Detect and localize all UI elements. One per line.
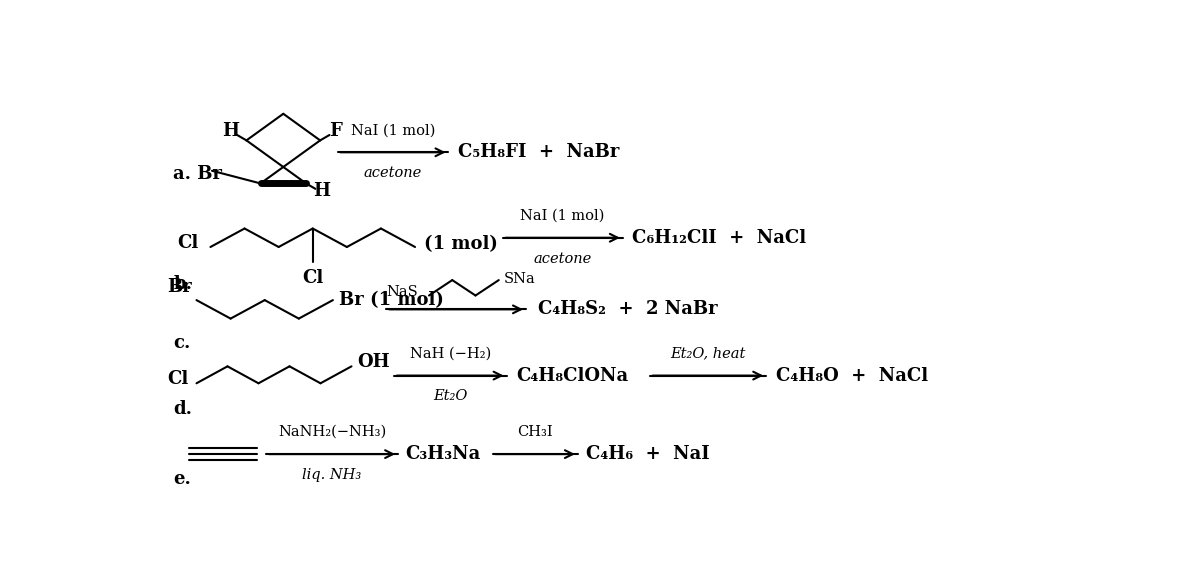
Text: C₄H₈O  +  NaCl: C₄H₈O + NaCl <box>776 366 929 385</box>
Text: C₅H₈FI  +  NaBr: C₅H₈FI + NaBr <box>458 143 620 161</box>
Text: H: H <box>222 122 240 140</box>
Text: Et₂O, heat: Et₂O, heat <box>671 347 745 361</box>
Text: C₄H₆  +  NaI: C₄H₆ + NaI <box>586 445 709 463</box>
Text: NaI (1 mol): NaI (1 mol) <box>350 123 436 137</box>
Text: a. Br: a. Br <box>173 165 222 183</box>
Text: F: F <box>329 122 342 140</box>
Text: acetone: acetone <box>364 166 422 180</box>
Text: d.: d. <box>173 400 192 418</box>
Text: liq. NH₃: liq. NH₃ <box>302 468 361 482</box>
Text: Et₂O: Et₂O <box>433 389 468 403</box>
Text: C₄H₈S₂  +  2 NaBr: C₄H₈S₂ + 2 NaBr <box>538 300 718 319</box>
Text: Cl: Cl <box>178 234 199 252</box>
Text: Cl: Cl <box>168 370 188 388</box>
Text: SNa: SNa <box>504 271 536 286</box>
Text: b.: b. <box>173 275 192 293</box>
Text: H: H <box>313 182 330 200</box>
Text: C₃H₃Na: C₃H₃Na <box>406 445 481 463</box>
Text: acetone: acetone <box>534 252 592 266</box>
Text: C₆H₁₂ClI  +  NaCl: C₆H₁₂ClI + NaCl <box>632 229 806 247</box>
Text: NaS: NaS <box>386 285 418 298</box>
Text: OH: OH <box>356 353 390 371</box>
Text: CH₃I: CH₃I <box>517 425 553 439</box>
Text: Br (1 mol): Br (1 mol) <box>340 291 444 309</box>
Text: e.: e. <box>173 470 191 488</box>
Text: Br: Br <box>167 278 192 295</box>
Text: c.: c. <box>173 334 191 353</box>
Text: C₄H₈ClONa: C₄H₈ClONa <box>516 366 628 385</box>
Text: NaNH₂(−NH₃): NaNH₂(−NH₃) <box>278 425 386 439</box>
Text: NaI (1 mol): NaI (1 mol) <box>521 209 605 223</box>
Text: NaH (−H₂): NaH (−H₂) <box>409 347 491 361</box>
Text: Cl: Cl <box>302 268 323 286</box>
Text: (1 mol): (1 mol) <box>425 235 498 253</box>
